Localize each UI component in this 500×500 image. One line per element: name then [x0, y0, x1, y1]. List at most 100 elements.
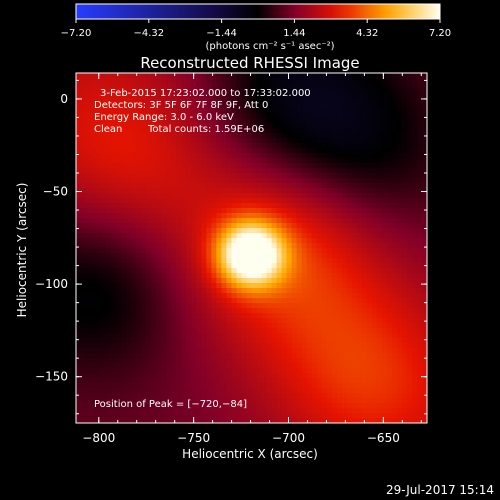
heatmap-cell	[91, 263, 97, 269]
heatmap-cell	[131, 158, 137, 164]
heatmap-cell	[96, 143, 102, 149]
heatmap-cell	[256, 113, 263, 119]
heatmap-cell	[226, 403, 233, 409]
heatmap-cell	[331, 198, 338, 204]
heatmap-cell	[146, 83, 152, 89]
heatmap-cell	[161, 253, 167, 259]
heatmap-cell	[181, 83, 187, 89]
heatmap-cell	[246, 183, 253, 189]
heatmap-cell	[136, 298, 142, 304]
heatmap-cell	[186, 188, 192, 194]
heatmap-cell	[301, 403, 308, 409]
y-tick-label: −100	[35, 277, 68, 291]
heatmap-cell	[91, 368, 97, 374]
heatmap-cell	[226, 253, 233, 259]
heatmap-cell	[121, 278, 127, 284]
heatmap-cell	[356, 218, 363, 224]
heatmap-cell	[231, 133, 238, 139]
heatmap-cell	[136, 208, 142, 214]
heatmap-cell	[231, 123, 238, 129]
heatmap-cell	[141, 308, 147, 314]
heatmap-cell	[306, 298, 313, 304]
heatmap-cell	[231, 88, 238, 94]
heatmap-cell	[271, 373, 278, 379]
heatmap-cell	[346, 223, 353, 229]
heatmap-cell	[186, 338, 192, 344]
heatmap-cell	[231, 298, 238, 304]
heatmap-cell	[406, 248, 413, 254]
heatmap-cell	[416, 343, 423, 349]
heatmap-cell	[276, 218, 283, 224]
heatmap-cell	[191, 108, 197, 114]
heatmap-cell	[376, 88, 383, 94]
heatmap-cell	[421, 358, 427, 364]
heatmap-cell	[346, 163, 353, 169]
heatmap-cell	[91, 108, 97, 114]
heatmap-cell	[351, 373, 358, 379]
heatmap-cell	[131, 73, 137, 79]
heatmap-cell	[291, 123, 298, 129]
heatmap-cell	[296, 368, 303, 374]
heatmap-cell	[186, 353, 192, 359]
heatmap-cell	[156, 263, 162, 269]
heatmap-cell	[161, 278, 167, 284]
heatmap-cell	[191, 303, 197, 309]
heatmap-cell	[236, 348, 243, 354]
heatmap-cell	[221, 238, 228, 244]
heatmap-cell	[381, 133, 388, 139]
heatmap-cell	[366, 398, 373, 404]
heatmap-cell	[266, 403, 273, 409]
heatmap-cell	[356, 363, 363, 369]
heatmap-cell	[346, 278, 353, 284]
heatmap-cell	[221, 193, 228, 199]
heatmap-cell	[296, 208, 303, 214]
heatmap-cell	[111, 358, 117, 364]
heatmap-cell	[136, 363, 142, 369]
heatmap-cell	[201, 253, 207, 259]
heatmap-cell	[266, 388, 273, 394]
heatmap-cell	[341, 353, 348, 359]
heatmap-cell	[251, 373, 258, 379]
heatmap-cell	[196, 418, 202, 423]
heatmap-cell	[151, 413, 157, 419]
heatmap-cell	[241, 318, 248, 324]
heatmap-cell	[346, 358, 353, 364]
heatmap-cell	[261, 358, 268, 364]
heatmap-cell	[106, 248, 112, 254]
heatmap-cell	[216, 208, 223, 214]
heatmap-cell	[321, 373, 328, 379]
heatmap-cell	[161, 178, 167, 184]
heatmap-cell	[401, 193, 408, 199]
heatmap-cell	[351, 118, 358, 124]
heatmap-cell	[96, 303, 102, 309]
heatmap-cell	[371, 263, 378, 269]
heatmap-cell	[351, 128, 358, 134]
heatmap-cell	[306, 133, 313, 139]
heatmap-cell	[321, 168, 328, 174]
heatmap-cell	[116, 263, 122, 269]
heatmap-cell	[291, 328, 298, 334]
heatmap-cell	[346, 178, 353, 184]
heatmap-cell	[101, 298, 107, 304]
heatmap-cell	[91, 193, 97, 199]
heatmap-cell	[371, 188, 378, 194]
heatmap-cell	[86, 253, 92, 259]
heatmap-cell	[276, 298, 283, 304]
heatmap-cell	[76, 268, 82, 274]
heatmap-cell	[271, 358, 278, 364]
heatmap-cell	[241, 398, 248, 404]
heatmap-cell	[236, 383, 243, 389]
heatmap-cell	[96, 383, 102, 389]
heatmap-cell	[181, 283, 187, 289]
heatmap-cell	[156, 343, 162, 349]
heatmap-cell	[416, 158, 423, 164]
heatmap-cell	[416, 393, 423, 399]
colorbar-tick-label: −1.44	[206, 28, 237, 39]
heatmap-cell	[191, 228, 197, 234]
heatmap-cell	[136, 223, 142, 229]
heatmap-cell	[236, 328, 243, 334]
heatmap-cell	[206, 223, 212, 229]
heatmap-cell	[371, 348, 378, 354]
heatmap-cell	[251, 263, 258, 269]
heatmap-cell	[171, 233, 177, 239]
